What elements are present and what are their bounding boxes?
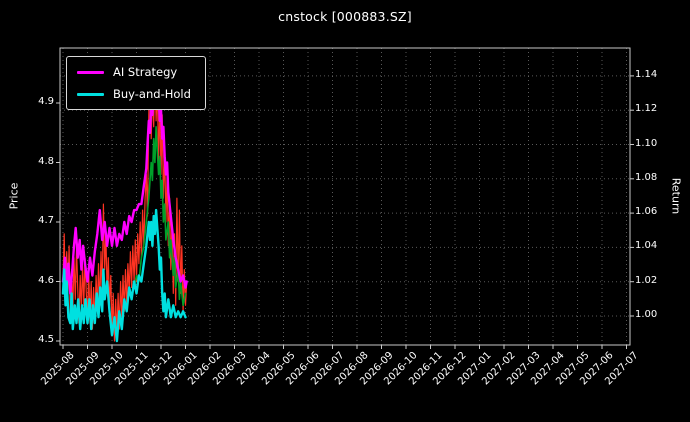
right-tick-label: 1.10	[635, 137, 658, 149]
right-axis-label: Return	[669, 177, 683, 215]
left-axis-label: Price	[7, 182, 21, 210]
right-tick-label: 1.06	[635, 206, 658, 218]
right-tick-label: 1.12	[635, 103, 658, 115]
series-ai-strategy	[61, 83, 188, 295]
left-tick-label: 4.7	[38, 215, 54, 226]
legend-item-ai-strategy: AI Strategy	[77, 65, 191, 79]
right-tick-label: 1.00	[635, 309, 658, 320]
chart-title: cnstock [000883.SZ]	[278, 9, 412, 24]
left-tick-label: 4.5	[38, 334, 54, 345]
plot-border	[59, 47, 631, 346]
legend: AI Strategy Buy-and-Hold	[66, 56, 206, 110]
left-tick-label: 4.9	[38, 96, 54, 107]
right-tick-label: 1.02	[635, 274, 658, 286]
legend-label: AI Strategy	[113, 65, 178, 79]
left-tick-label: 4.6	[38, 274, 54, 286]
legend-label: Buy-and-Hold	[113, 87, 191, 101]
series-price-trend	[133, 126, 187, 307]
right-tick-label: 1.08	[635, 171, 658, 183]
series-price-daily-	[62, 60, 188, 342]
series-buy-and-hold	[61, 208, 187, 343]
legend-item-buy-and-hold: Buy-and-Hold	[77, 87, 191, 101]
ai-strategy-line-swatch	[77, 70, 104, 74]
buy-and-hold-line-swatch	[77, 92, 104, 96]
right-tick-label: 1.14	[635, 68, 658, 80]
left-tick-label: 4.8	[38, 155, 54, 167]
right-tick-label: 1.04	[635, 240, 658, 252]
